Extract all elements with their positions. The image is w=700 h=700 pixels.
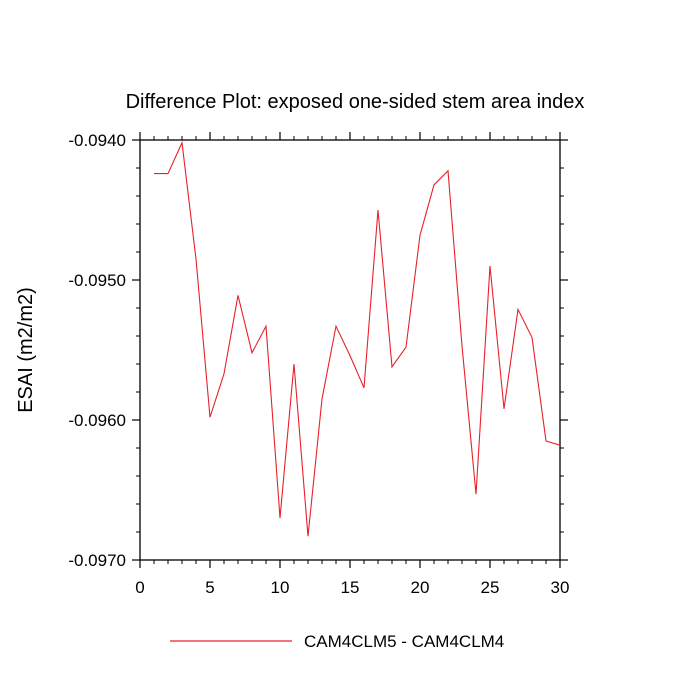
x-tick-label: 30 xyxy=(551,578,570,597)
axis-ticks xyxy=(132,132,568,568)
y-tick-label: -0.0940 xyxy=(68,131,126,150)
y-axis-label: ESAI (m2/m2) xyxy=(15,287,37,413)
x-tick-label: 5 xyxy=(205,578,214,597)
x-tick-label: 20 xyxy=(411,578,430,597)
legend-label: CAM4CLM5 - CAM4CLM4 xyxy=(304,632,504,651)
legend: CAM4CLM5 - CAM4CLM4 xyxy=(170,632,504,651)
series-group xyxy=(154,140,561,537)
chart-title: Difference Plot: exposed one-sided stem … xyxy=(126,91,585,113)
tick-labels: 0 5 10 15 20 25 30 -0.0940 -0.0950 -0.0960 -0.0970 xyxy=(68,131,569,597)
x-tick-label: 0 xyxy=(135,578,144,597)
y-tick-label: -0.0960 xyxy=(68,411,126,430)
x-tick-label: 15 xyxy=(341,578,360,597)
series-line xyxy=(154,140,561,537)
y-tick-label: -0.0970 xyxy=(68,551,126,570)
plot-frame xyxy=(139,139,561,561)
x-tick-label: 25 xyxy=(481,578,500,597)
x-tick-label: 10 xyxy=(271,578,290,597)
y-tick-label: -0.0950 xyxy=(68,271,126,290)
